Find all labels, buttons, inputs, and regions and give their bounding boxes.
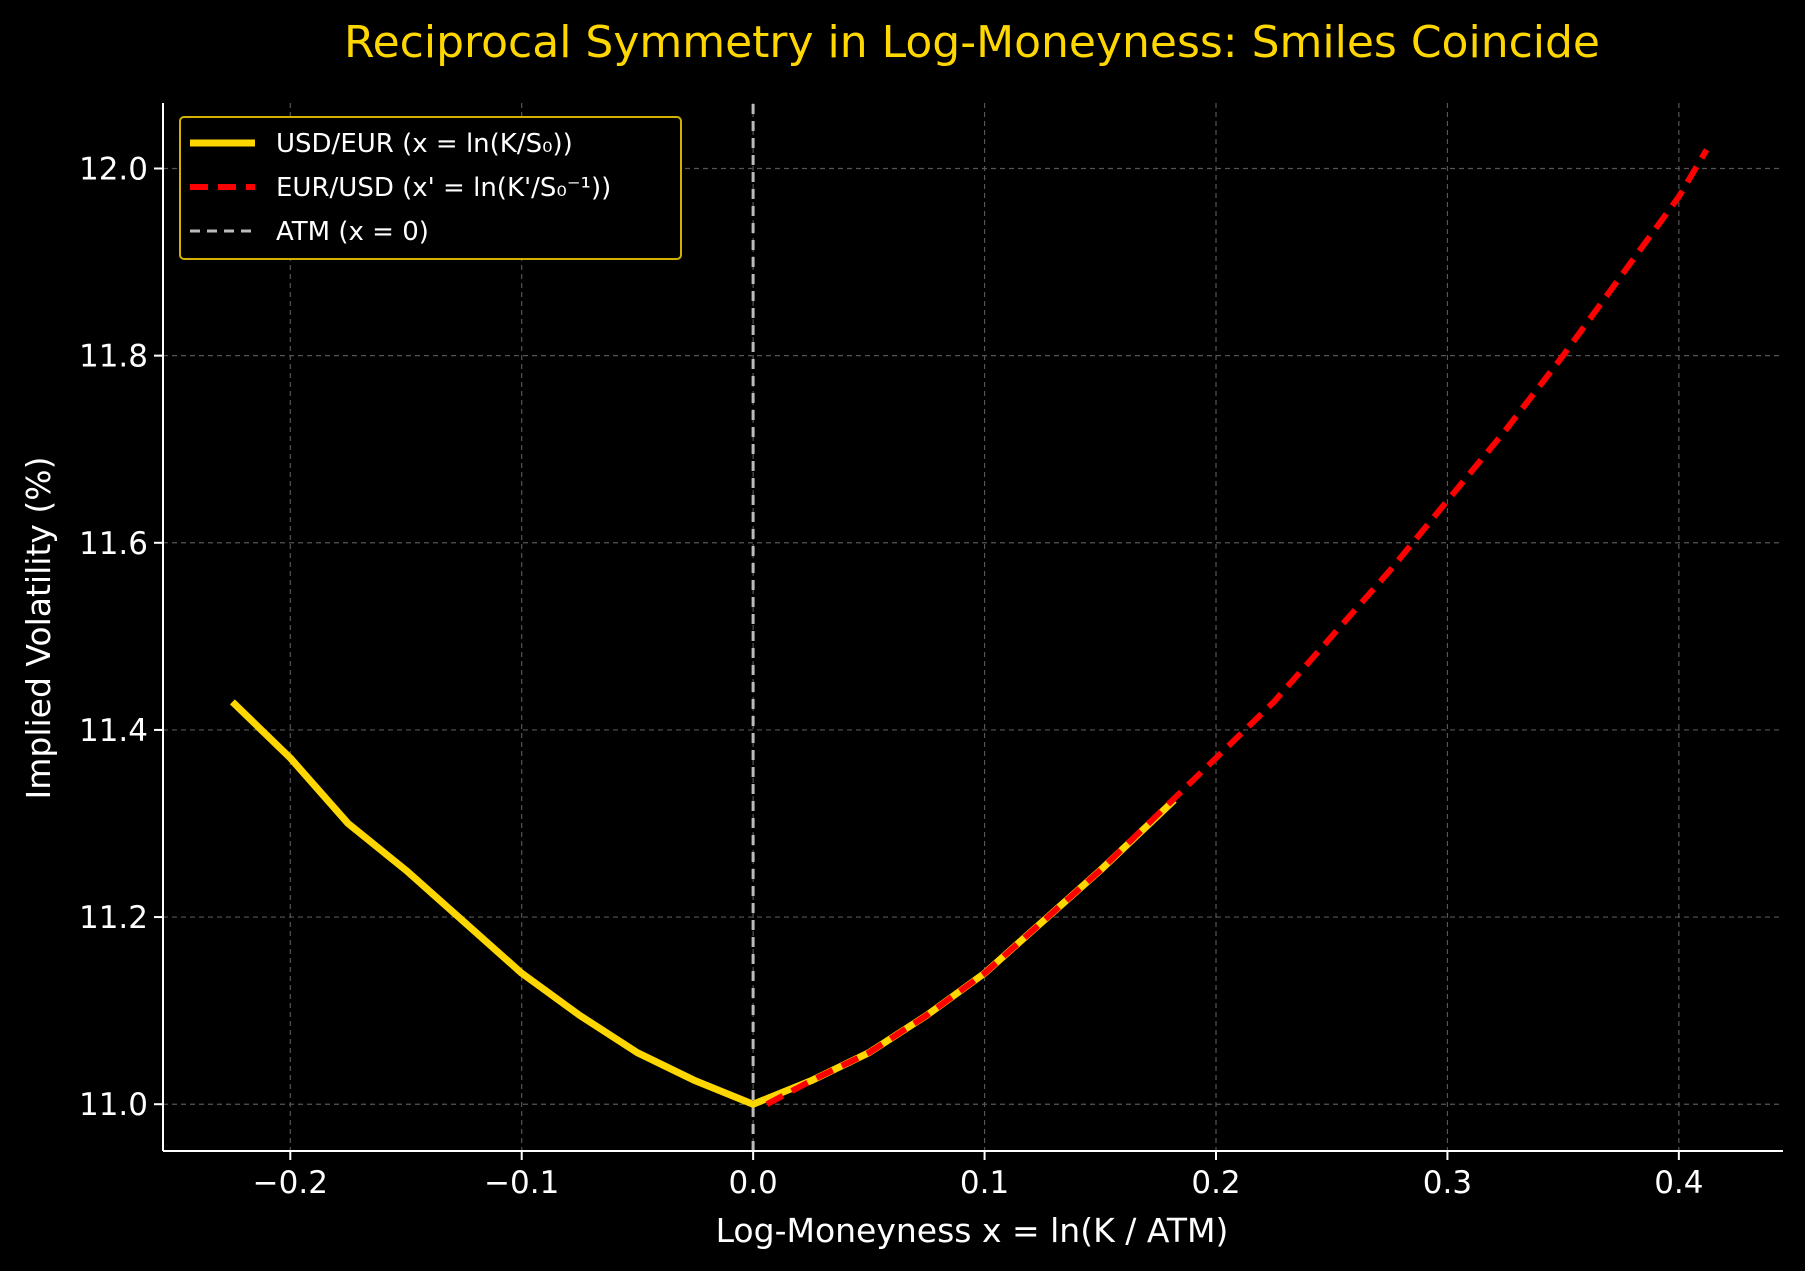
ticks: −0.2 −0.1 0.0 0.1 0.2 0.3 0.4 11.0 11.2 11.4 11.6 1… <box>79 152 1704 1202</box>
y-tick-label: 12.0 <box>79 152 148 188</box>
y-tick-label: 11.8 <box>79 339 148 375</box>
grid <box>163 103 1783 1151</box>
legend-label: EUR/USD (x' = ln(K'/S₀⁻¹)) <box>276 173 611 203</box>
y-tick-label: 11.6 <box>79 526 148 562</box>
chart-title: Reciprocal Symmetry in Log-Moneyness: Sm… <box>344 17 1600 68</box>
y-tick-label: 11.2 <box>79 900 148 936</box>
legend-label: ATM (x = 0) <box>276 217 429 247</box>
y-tick-label: 11.0 <box>79 1087 148 1123</box>
legend-label: USD/EUR (x = ln(K/S₀)) <box>276 129 573 159</box>
x-tick-label: 0.2 <box>1191 1165 1240 1201</box>
y-tick-label: 11.4 <box>79 713 148 749</box>
series-usd-eur-line <box>229 699 1177 1108</box>
x-tick-label: 0.3 <box>1423 1165 1472 1201</box>
x-tick-label: 0.1 <box>960 1165 1009 1201</box>
x-tick-label: 0.4 <box>1654 1165 1703 1201</box>
x-tick-label: 0.0 <box>728 1165 777 1201</box>
series-layer <box>229 103 1710 1151</box>
series-eur-usd-line <box>765 148 1710 1107</box>
y-axis-label: Implied Volatility (%) <box>19 456 58 799</box>
legend-box <box>179 116 682 260</box>
axes <box>162 103 1783 1152</box>
x-axis-label: Log-Moneyness x = ln(K / ATM) <box>716 1211 1229 1250</box>
x-tick-label: −0.2 <box>253 1165 328 1201</box>
legend: USD/EUR (x = ln(K/S₀)) EUR/USD (x' = ln(K… <box>179 116 682 260</box>
x-tick-label: −0.1 <box>484 1165 559 1201</box>
